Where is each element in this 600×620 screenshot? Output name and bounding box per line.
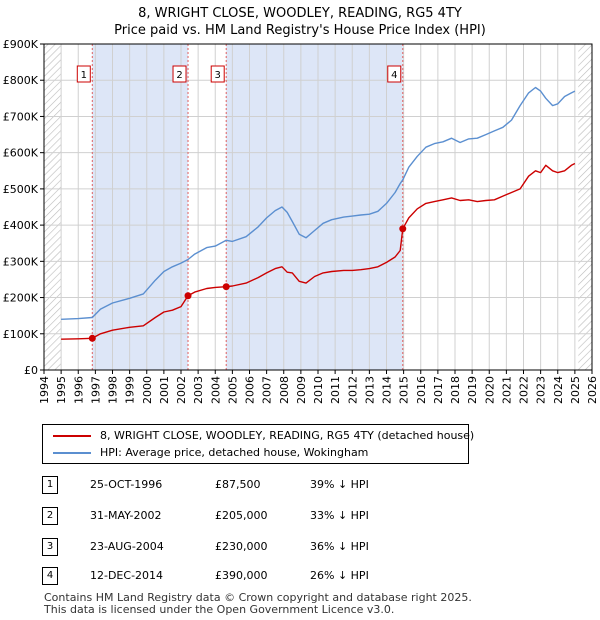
x-tick-label: 2018 xyxy=(449,376,462,404)
transaction-number: 2 xyxy=(42,507,58,525)
x-tick-label: 1999 xyxy=(124,376,137,404)
transaction-hpi-diff: 39% ↓ HPI xyxy=(310,478,369,491)
hpi-line xyxy=(61,86,576,320)
x-tick-label: 2020 xyxy=(483,376,496,404)
sale-marker-box xyxy=(387,65,402,83)
chart-legend: 8, WRIGHT CLOSE, WOODLEY, READING, RG5 4… xyxy=(42,424,474,464)
transaction-hpi-diff: 33% ↓ HPI xyxy=(310,509,369,522)
chart-subtitle: Price paid vs. HM Land Registry's House … xyxy=(114,23,486,38)
transaction-number: 3 xyxy=(42,538,58,556)
transaction-date: 23-AUG-2004 xyxy=(90,540,164,553)
x-tick-label: 2022 xyxy=(518,376,531,404)
x-tick-label: 1996 xyxy=(72,376,85,404)
table-row: 1 25-OCT-1996 £87,500 39% ↓ HPI xyxy=(0,476,600,494)
shaded-span xyxy=(92,44,189,370)
transaction-date: 12-DEC-2014 xyxy=(90,569,164,582)
sale-marker-label: 3 xyxy=(215,70,221,81)
chart-plot: 1 2 3 4 £0 £100K £200K £300K £400K £500K £600K £700… xyxy=(3,38,599,404)
table-row: 4 12-DEC-2014 £390,000 26% ↓ HPI xyxy=(0,567,600,585)
y-tick-label: £800K xyxy=(3,74,39,87)
x-tick-label: 2023 xyxy=(535,376,548,404)
x-tick-label: 2007 xyxy=(261,376,274,404)
x-tick-label: 2014 xyxy=(381,376,394,404)
transaction-price: £390,000 xyxy=(215,569,268,582)
transaction-price: £230,000 xyxy=(215,540,268,553)
table-row: 2 31-MAY-2002 £205,000 33% ↓ HPI xyxy=(0,507,600,525)
y-tick-label: £100K xyxy=(3,328,39,341)
x-tick-label: 1995 xyxy=(55,376,68,404)
sale-marker-label: 2 xyxy=(176,70,182,81)
y-tick-label: £700K xyxy=(3,110,39,123)
hatched-range xyxy=(44,44,62,370)
x-tick-label: 2021 xyxy=(500,376,513,404)
y-tick-label: £900K xyxy=(3,38,39,51)
legend-swatch-price xyxy=(53,435,91,437)
x-tick-label: 1997 xyxy=(89,376,102,404)
x-tick-label: 2013 xyxy=(363,376,376,404)
x-tick-label: 2012 xyxy=(346,376,359,404)
sale-point xyxy=(184,292,192,300)
sale-marker-box xyxy=(76,65,91,83)
price-line xyxy=(61,162,576,340)
x-tick-label: 2011 xyxy=(329,376,342,404)
sale-marker-box xyxy=(172,65,187,83)
transaction-price: £205,000 xyxy=(215,509,268,522)
x-tick-label: 2009 xyxy=(295,376,308,404)
x-tick-label: 2004 xyxy=(209,376,222,404)
transaction-hpi-diff: 36% ↓ HPI xyxy=(310,540,369,553)
x-tick-label: 2024 xyxy=(552,376,565,404)
y-tick-label: £500K xyxy=(3,183,39,196)
x-tick-label: 2005 xyxy=(226,376,239,404)
legend-label-hpi: HPI: Average price, detached house, Woki… xyxy=(100,446,369,459)
chart-title: 8, WRIGHT CLOSE, WOODLEY, READING, RG5 4… xyxy=(138,6,462,21)
x-tick-label: 2016 xyxy=(415,376,428,404)
y-tick-label: £400K xyxy=(3,219,39,232)
x-tick-label: 2000 xyxy=(141,376,154,404)
x-tick-label: 2017 xyxy=(432,376,445,404)
transaction-number: 1 xyxy=(42,476,58,494)
shaded-span xyxy=(226,44,403,370)
sale-marker-box xyxy=(210,65,225,83)
transaction-price: £87,500 xyxy=(215,478,261,491)
sale-point xyxy=(88,334,96,342)
y-tick-label: £600K xyxy=(3,147,39,160)
transaction-date: 31-MAY-2002 xyxy=(90,509,162,522)
transaction-hpi-diff: 26% ↓ HPI xyxy=(310,569,369,582)
x-tick-label: 1994 xyxy=(38,376,51,404)
sale-marker-label: 4 xyxy=(391,70,397,81)
sale-point xyxy=(399,225,407,233)
y-tick-label: £300K xyxy=(3,255,39,268)
table-row: 3 23-AUG-2004 £230,000 36% ↓ HPI xyxy=(0,538,600,556)
x-tick-label: 2001 xyxy=(158,376,171,404)
y-tick-label: £200K xyxy=(3,292,39,305)
x-tick-label: 2025 xyxy=(569,376,582,404)
x-tick-label: 2006 xyxy=(244,376,257,404)
sale-point xyxy=(222,283,230,291)
hatched-range xyxy=(578,44,592,370)
x-tick-label: 2003 xyxy=(192,376,205,404)
x-tick-label: 2002 xyxy=(175,376,188,404)
x-tick-label: 2010 xyxy=(312,376,325,404)
footer-copyright: Contains HM Land Registry data © Crown c… xyxy=(44,591,472,604)
transaction-number: 4 xyxy=(42,567,58,585)
sale-marker-label: 1 xyxy=(81,70,87,81)
x-tick-label: 1998 xyxy=(107,376,120,404)
x-tick-label: 2019 xyxy=(466,376,479,404)
legend-swatch-hpi xyxy=(53,452,91,454)
footer-licence: This data is licensed under the Open Gov… xyxy=(44,603,395,616)
x-tick-label: 2015 xyxy=(398,376,411,404)
legend-label-price: 8, WRIGHT CLOSE, WOODLEY, READING, RG5 4… xyxy=(100,429,475,442)
y-tick-label: £0 xyxy=(24,364,38,377)
transaction-date: 25-OCT-1996 xyxy=(90,478,163,491)
x-tick-label: 2026 xyxy=(586,376,599,404)
x-tick-label: 2008 xyxy=(278,376,291,404)
